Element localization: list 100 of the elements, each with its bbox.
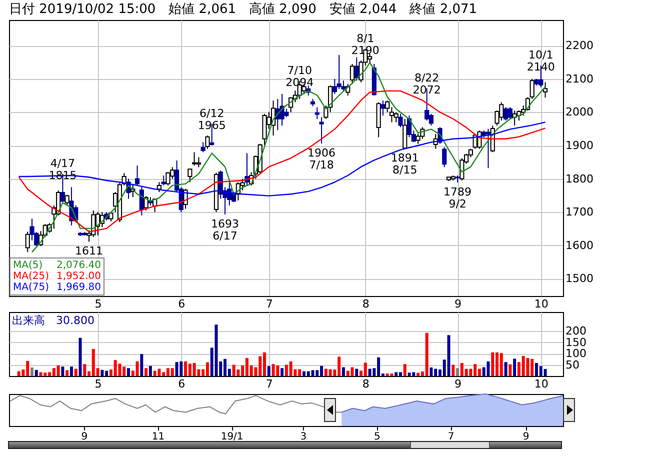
x-tick-label: 19/1 <box>220 432 244 442</box>
candlestick <box>200 142 206 153</box>
y-tick-label: 1700 <box>566 206 594 219</box>
candlestick <box>156 182 162 193</box>
bar <box>544 369 547 376</box>
bar <box>412 372 416 376</box>
bar <box>74 368 78 376</box>
bar <box>118 364 122 376</box>
y-tick-label: 1600 <box>566 238 594 252</box>
bar <box>504 362 508 376</box>
candlestick <box>406 115 412 138</box>
x-tick-label: 9 <box>522 432 530 442</box>
bar <box>153 370 156 376</box>
bar <box>416 372 420 376</box>
bar <box>127 368 130 376</box>
candlestick <box>134 164 140 186</box>
bar <box>39 372 42 376</box>
candlestick <box>486 128 491 169</box>
candlestick <box>336 54 342 90</box>
x-tick-label: 9 <box>81 432 88 442</box>
x-tick-label: 10 <box>534 298 548 310</box>
x-tick-label: 6 <box>178 298 186 310</box>
candlestick <box>314 106 320 120</box>
bar <box>452 364 455 376</box>
bar <box>17 371 20 376</box>
candlestick <box>394 112 398 123</box>
bar <box>83 364 86 376</box>
annotation: 1906 7/18 <box>308 146 336 172</box>
bar <box>214 324 218 376</box>
candlestick <box>503 106 508 122</box>
candlestick <box>95 212 100 236</box>
bar <box>61 366 64 376</box>
y-tick-label: 1500 <box>566 272 594 286</box>
x-tick-label: 5 <box>374 432 380 442</box>
bar <box>272 364 275 376</box>
bar <box>136 361 139 376</box>
y-tick-label: 2000 <box>566 106 594 119</box>
x-tick-label: 9 <box>454 378 462 390</box>
x-tick-label: 3 <box>300 432 307 442</box>
x-tick-label: 11 <box>152 432 165 442</box>
annotation: 1611 <box>75 244 104 258</box>
x-tick-label: 7 <box>448 432 454 442</box>
bar <box>368 368 372 376</box>
annotation: 1891 8/15 <box>390 152 419 177</box>
x-tick-label: 5 <box>94 378 102 390</box>
bar <box>184 361 188 376</box>
text: MA(75) <box>13 282 50 293</box>
bar <box>78 338 82 376</box>
bar <box>140 354 144 376</box>
bar <box>192 362 196 376</box>
bar <box>355 368 358 376</box>
bar <box>158 368 161 376</box>
bar <box>56 365 60 376</box>
bar <box>30 367 34 376</box>
bar <box>364 362 367 376</box>
candlestick <box>460 158 464 181</box>
candlestick <box>508 106 512 120</box>
bar <box>535 362 538 376</box>
bar <box>486 361 490 376</box>
y-tick-label: 2200 <box>566 39 594 52</box>
x-tick-label: 10 <box>534 378 548 390</box>
x-tick-label: 8 <box>362 298 370 310</box>
bar <box>280 368 284 376</box>
bar <box>350 367 354 376</box>
bar <box>267 366 270 376</box>
text: MA(25) <box>13 271 50 282</box>
series-label: MA(5) <box>13 260 43 271</box>
y-tick-label: 200 <box>566 324 586 338</box>
candlestick <box>161 174 166 186</box>
bar <box>44 372 47 376</box>
y-tick-label: 150 <box>566 336 586 349</box>
bar <box>114 360 117 376</box>
bar <box>311 370 314 376</box>
bar <box>328 369 332 376</box>
candlestick <box>196 156 201 168</box>
candlestick <box>542 82 548 98</box>
bar <box>170 368 174 376</box>
candlestick <box>380 100 386 116</box>
candlestick <box>442 146 447 168</box>
bar <box>232 364 236 376</box>
bar <box>206 362 209 376</box>
y-tick-label: 100 <box>566 347 586 360</box>
bar <box>180 361 183 376</box>
bar <box>346 370 350 376</box>
annotation: 出来高 30.800 <box>12 314 94 327</box>
candlestick <box>205 135 210 150</box>
candlestick <box>25 231 30 253</box>
annotation: 7/10 2094 <box>286 64 314 89</box>
x-tick-label: 9 <box>454 298 462 310</box>
annotation: 1,969.80 <box>56 282 101 293</box>
bar <box>100 370 104 376</box>
bar <box>403 364 406 376</box>
bar <box>236 369 240 376</box>
bar <box>342 367 345 376</box>
annotation: 1789 9/2 <box>444 185 472 210</box>
bar <box>508 364 512 376</box>
candlestick <box>240 178 245 191</box>
annotation: 8/22 2072 <box>412 71 441 96</box>
bar <box>513 358 516 376</box>
annotation: 2,076.40 <box>56 260 101 271</box>
